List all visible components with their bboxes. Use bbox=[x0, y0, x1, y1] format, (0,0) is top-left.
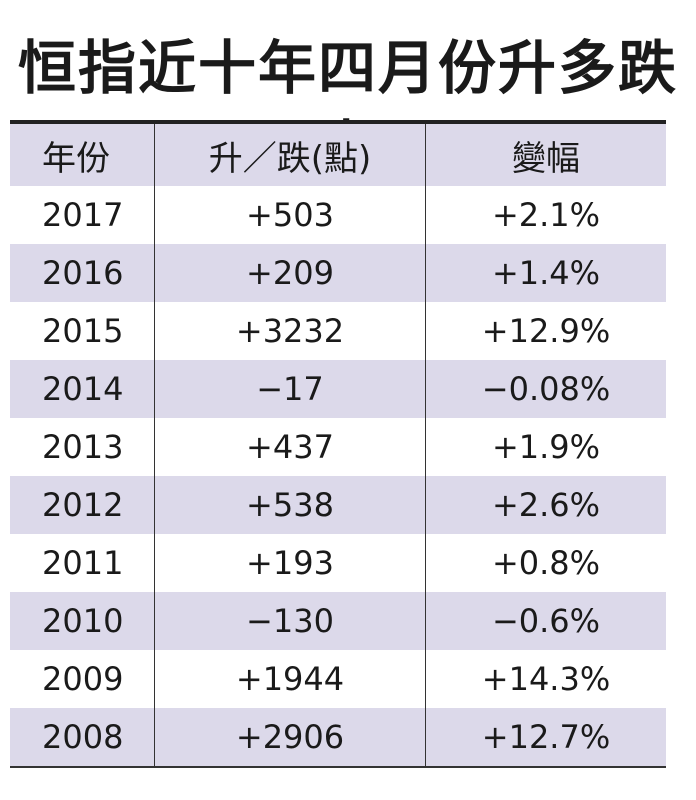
table-row: 2012 +538 +2.6% bbox=[10, 476, 666, 534]
table-row: 2009 +1944 +14.3% bbox=[10, 650, 666, 708]
table-row: 2013 +437 +1.9% bbox=[10, 418, 666, 476]
table-cell: +14.3% bbox=[481, 660, 611, 698]
table-cell: 2010 bbox=[10, 592, 155, 650]
table-cell: 2009 bbox=[10, 650, 155, 708]
table-cell: 2012 bbox=[10, 476, 155, 534]
table-cell: +209 bbox=[155, 244, 426, 302]
table-cell: +1944 bbox=[155, 650, 426, 708]
table-cell: +2906 bbox=[155, 708, 426, 766]
table-cell: 2008 bbox=[10, 708, 155, 766]
table-row: 2014 −17 −0.08% bbox=[10, 360, 666, 418]
table-cell: 2013 bbox=[10, 418, 155, 476]
table-cell: +3232 bbox=[155, 302, 426, 360]
table-cell: 2014 bbox=[10, 360, 155, 418]
table-cell: 2017 bbox=[10, 186, 155, 244]
table-cell: +2.6% bbox=[491, 486, 601, 524]
table-row: 2015 +3232 +12.9% bbox=[10, 302, 666, 360]
table-cell: +12.9% bbox=[481, 312, 611, 350]
table-row: 2010 −130 −0.6% bbox=[10, 592, 666, 650]
table-row: 2011 +193 +0.8% bbox=[10, 534, 666, 592]
table-cell: +437 bbox=[155, 418, 426, 476]
table-cell: +12.7% bbox=[481, 718, 611, 756]
table-row: 2017 +503 +2.1% bbox=[10, 186, 666, 244]
header-cell: 變幅 bbox=[512, 138, 580, 179]
table-cell: −0.08% bbox=[481, 370, 611, 408]
table-cell: +1.9% bbox=[491, 428, 601, 466]
table-cell: +1.4% bbox=[491, 254, 601, 292]
table-cell: 2015 bbox=[10, 302, 155, 360]
table-cell: +538 bbox=[155, 476, 426, 534]
header-row: 年份 升／跌(點) 變幅 bbox=[10, 124, 666, 186]
table-cell: +2.1% bbox=[491, 196, 601, 234]
table-cell: −17 bbox=[155, 360, 426, 418]
table-cell: 2016 bbox=[10, 244, 155, 302]
table-row: 2008 +2906 +12.7% bbox=[10, 708, 666, 766]
table-cell: +193 bbox=[155, 534, 426, 592]
table-cell: 2011 bbox=[10, 534, 155, 592]
table-cell: +0.8% bbox=[491, 544, 601, 582]
table-cell: +503 bbox=[155, 186, 426, 244]
header-cell: 升／跌(點) bbox=[155, 124, 426, 186]
table-cell: −0.6% bbox=[491, 602, 601, 640]
table-cell: −130 bbox=[155, 592, 426, 650]
table-row: 2016 +209 +1.4% bbox=[10, 244, 666, 302]
header-cell: 年份 bbox=[10, 124, 155, 186]
table: 年份 升／跌(點) 變幅 2017 +503 +2.1% 2016 +209 +1.4% 2015… bbox=[10, 120, 666, 768]
